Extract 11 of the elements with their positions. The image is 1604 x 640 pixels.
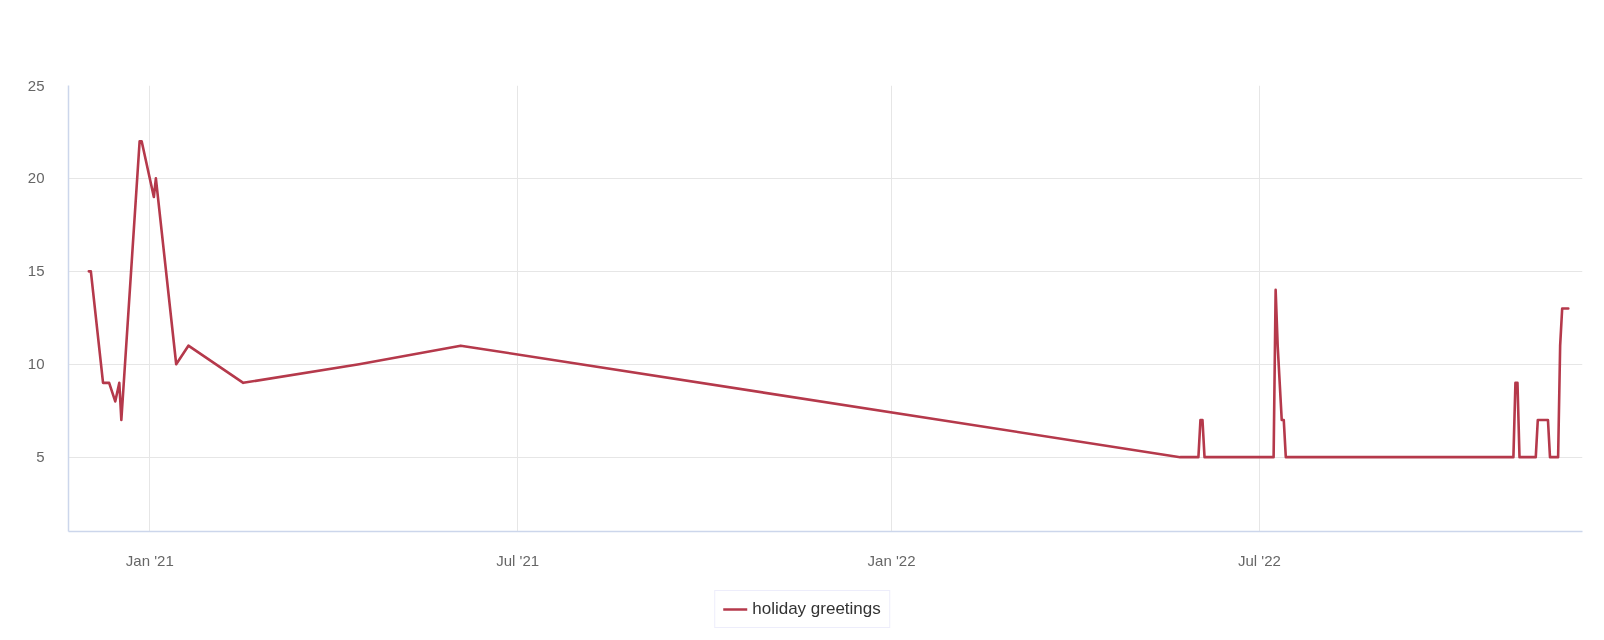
- x-tick-label: Jan '21: [125, 551, 174, 569]
- y-tick-label: 10: [27, 355, 45, 373]
- x-tick-label: Jul '21: [496, 551, 540, 569]
- x-tick-label: Jul '22: [1237, 551, 1281, 569]
- y-tick-label: 15: [27, 262, 45, 280]
- legend-label: holiday greetings: [752, 599, 881, 619]
- x-tick-label: Jan '22: [867, 551, 916, 569]
- y-tick-label: 25: [27, 76, 45, 94]
- y-tick-label: 5: [36, 448, 45, 466]
- line-series: [87, 139, 1570, 459]
- y-tick-label: 20: [27, 169, 45, 187]
